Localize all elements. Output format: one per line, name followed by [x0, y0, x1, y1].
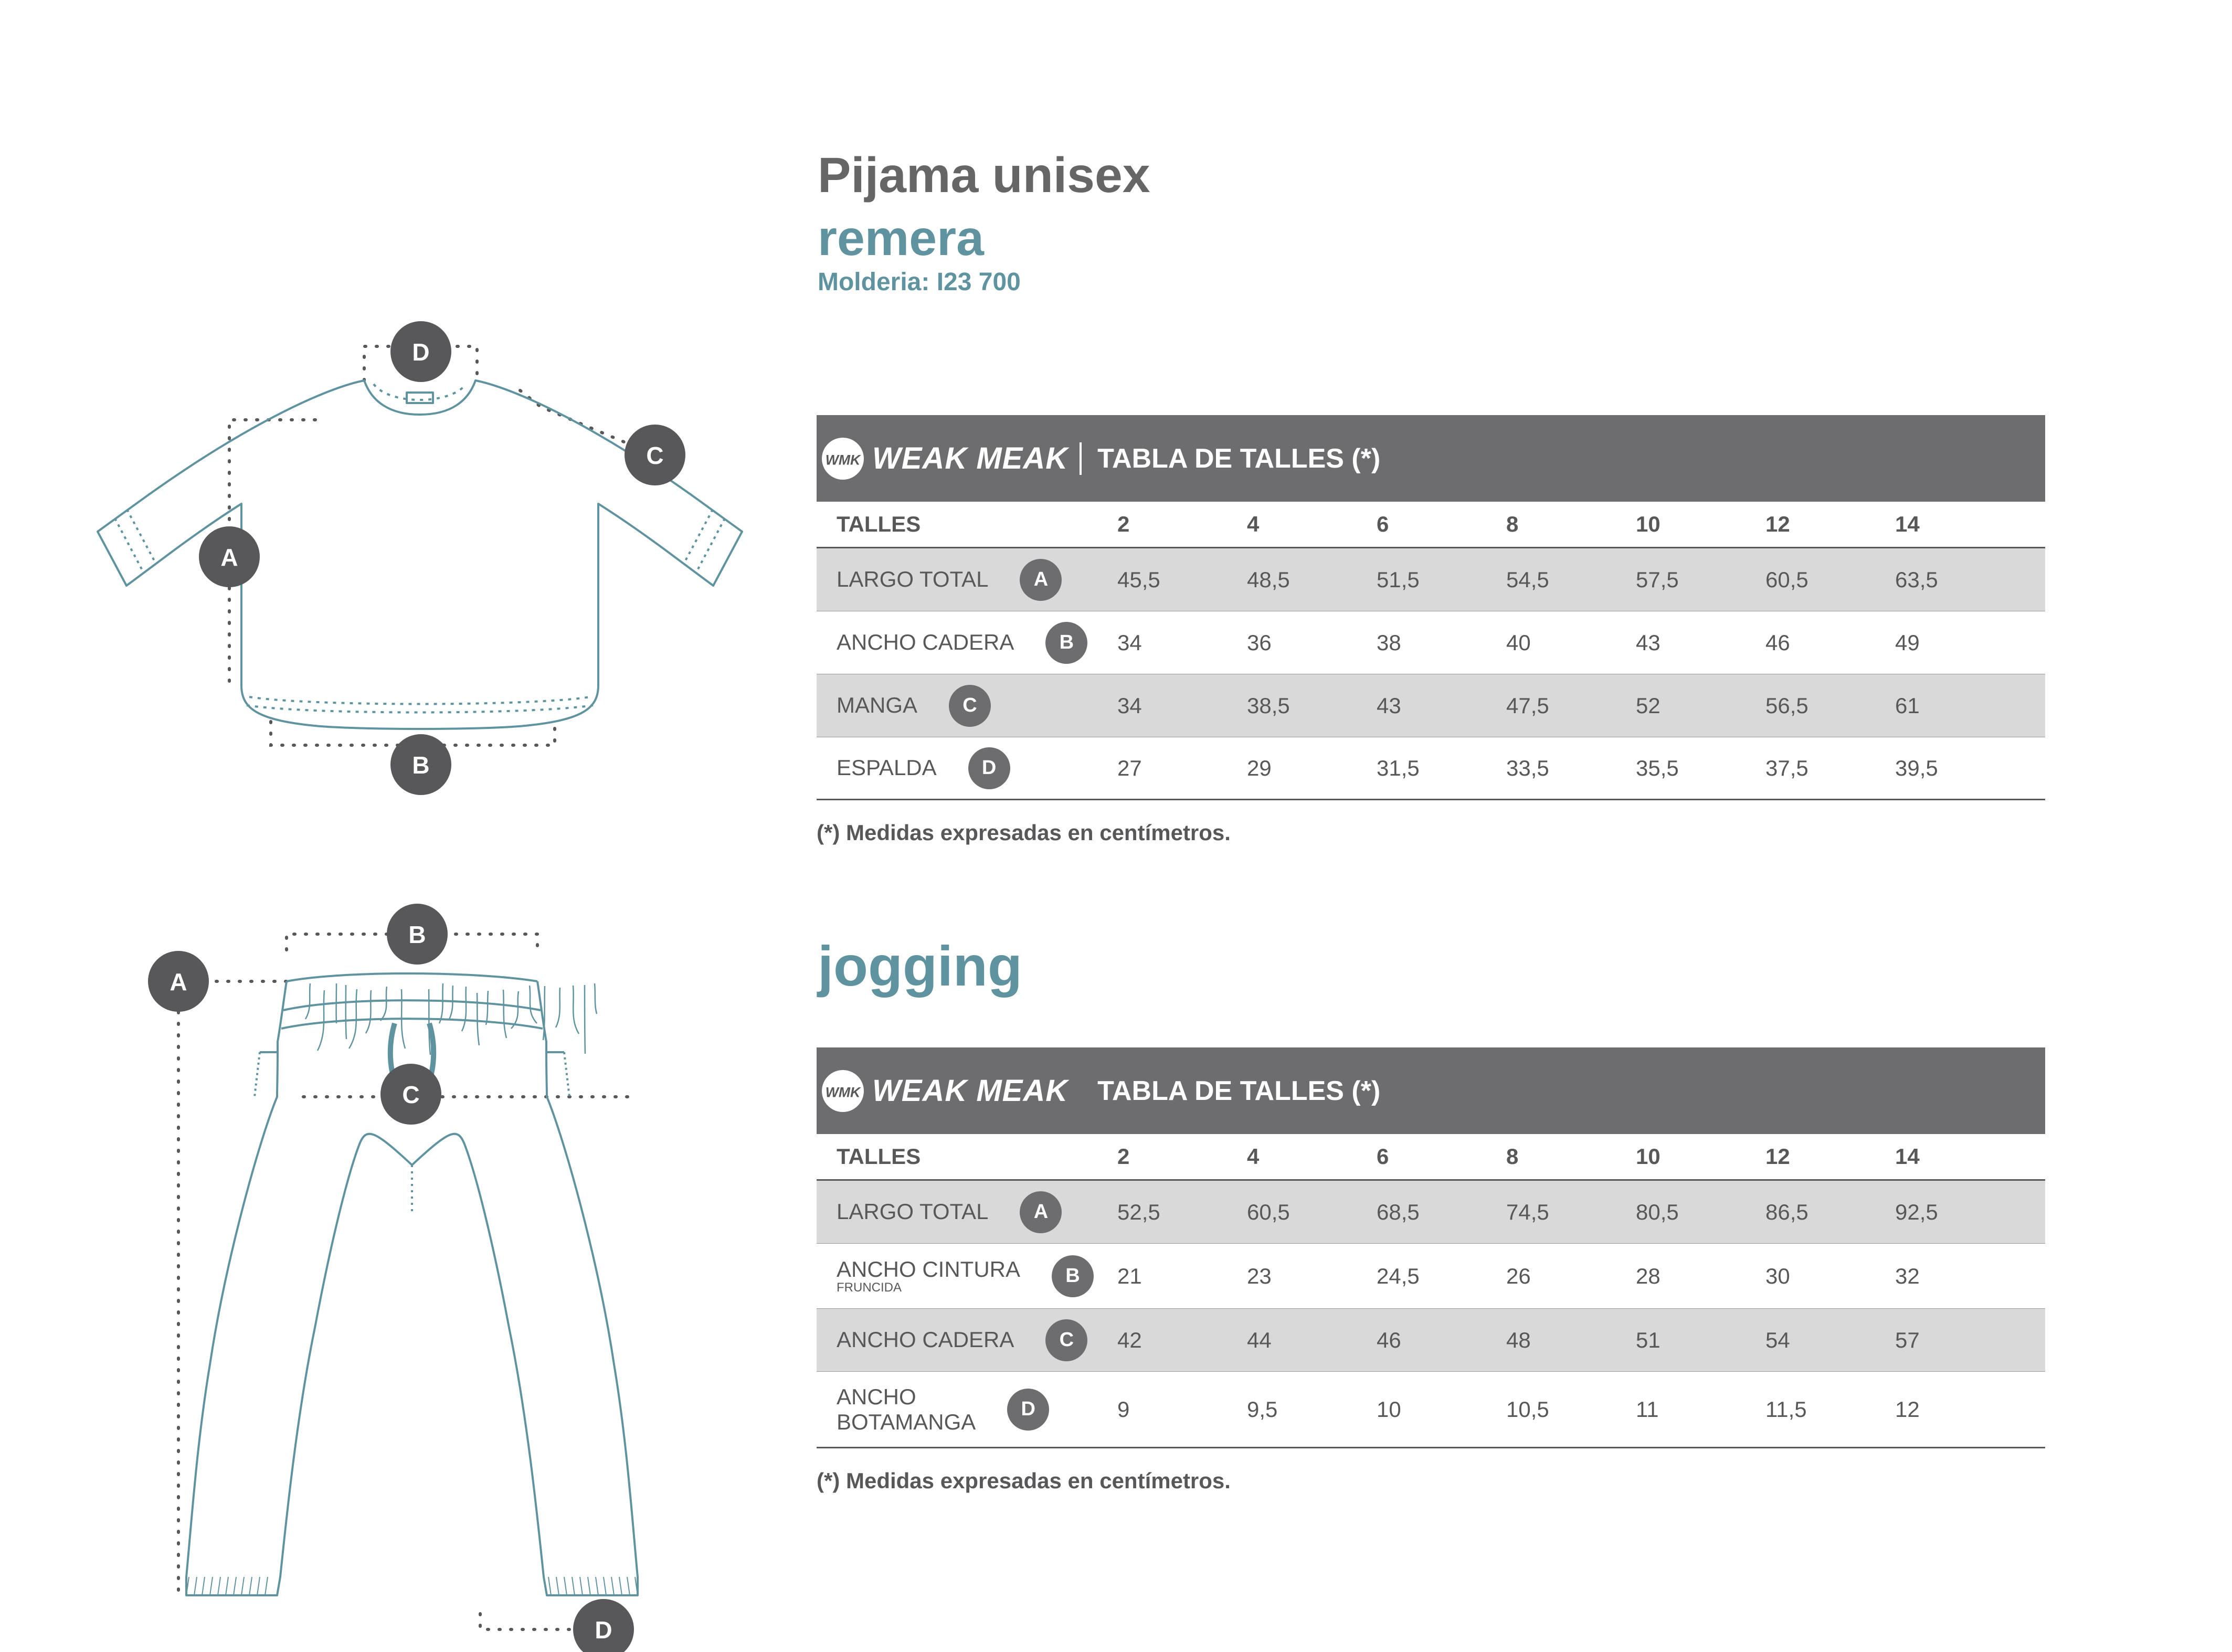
svg-text:B: B [408, 921, 426, 948]
svg-text:A: A [170, 968, 187, 996]
svg-text:D: D [412, 338, 429, 366]
svg-text:C: C [402, 1081, 419, 1108]
svg-text:B: B [412, 751, 429, 779]
svg-text:WMK: WMK [826, 1084, 861, 1100]
svg-text:C: C [646, 442, 663, 469]
svg-text:D: D [595, 1616, 612, 1644]
svg-text:A: A [220, 544, 238, 571]
